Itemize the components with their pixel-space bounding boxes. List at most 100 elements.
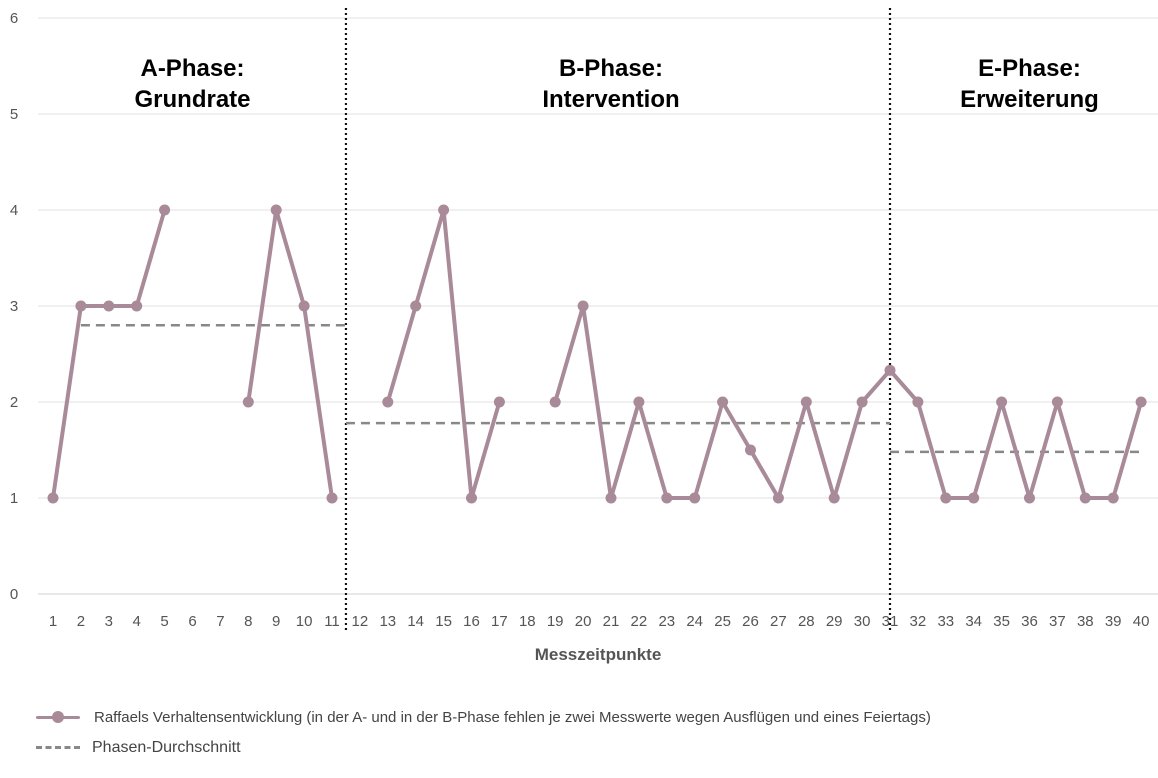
data-point-32: [912, 396, 924, 408]
data-point-17: [493, 396, 505, 408]
data-point-20: [577, 300, 589, 312]
x-tick-label-40: 40: [1133, 613, 1150, 630]
series-line-segment-2: [246, 208, 334, 500]
data-point-16: [466, 492, 477, 504]
data-point-33: [940, 492, 952, 504]
x-tick-label-21: 21: [603, 613, 620, 630]
x-tick-label-23: 23: [658, 613, 675, 630]
x-tick-label-25: 25: [714, 613, 731, 630]
x-tick-label-31: 31: [882, 613, 899, 630]
data-point-4: [131, 300, 143, 312]
x-tick-label-2: 2: [77, 613, 85, 630]
legend-average-swatch: [36, 737, 84, 757]
data-point-31: [884, 364, 896, 376]
x-tick-label-18: 18: [519, 613, 536, 630]
x-tick-label-29: 29: [826, 613, 843, 630]
data-point-23: [661, 492, 673, 504]
x-tick-label-16: 16: [463, 613, 480, 630]
phase-subtitle-3: Erweiterung: [960, 86, 1099, 113]
x-axis-label: Messzeitpunkte: [535, 645, 662, 664]
x-tick-label-32: 32: [910, 613, 927, 630]
x-tick-label-15: 15: [435, 613, 452, 630]
legend: Raffaels Verhaltensentwicklung (in der A…: [36, 707, 1134, 758]
data-point-39: [1107, 492, 1119, 504]
data-point-3: [103, 300, 115, 312]
x-tick-label-39: 39: [1105, 613, 1122, 630]
phase-subtitle-1: Grundrate: [134, 86, 250, 113]
x-tick-label-14: 14: [407, 613, 424, 630]
x-tick-label-28: 28: [798, 613, 815, 630]
x-tick-label-22: 22: [631, 613, 648, 630]
x-tick-label-36: 36: [1021, 613, 1038, 630]
phase-subtitle-2: Intervention: [542, 86, 679, 113]
phase-title-2: B-Phase:: [559, 55, 663, 82]
y-tick-label-1: 1: [10, 490, 18, 507]
x-tick-label-6: 6: [188, 613, 196, 630]
data-point-2: [75, 300, 87, 312]
data-point-10: [298, 300, 310, 312]
legend-series-swatch: [36, 707, 84, 727]
x-tick-label-4: 4: [133, 613, 141, 630]
legend-item-series: Raffaels Verhaltensentwicklung (in der A…: [36, 707, 1134, 728]
data-point-38: [1079, 492, 1091, 504]
x-tick-label-37: 37: [1049, 613, 1066, 630]
x-tick-label-12: 12: [352, 613, 369, 630]
data-point-36: [1024, 492, 1035, 504]
x-tick-label-34: 34: [965, 613, 982, 630]
x-tick-label-9: 9: [272, 613, 280, 630]
data-point-25: [717, 396, 729, 408]
phase-title-3: E-Phase:: [978, 55, 1081, 82]
x-tick-label-13: 13: [379, 613, 396, 630]
x-tick-label-27: 27: [770, 613, 787, 630]
data-point-1: [47, 492, 59, 504]
data-point-27: [772, 492, 784, 504]
legend-item-average: Phasen-Durchschnitt: [36, 737, 1134, 758]
y-tick-label-2: 2: [10, 394, 18, 411]
x-tick-label-26: 26: [742, 613, 759, 630]
x-tick-label-20: 20: [575, 613, 592, 630]
data-point-40: [1135, 396, 1147, 408]
x-tick-label-24: 24: [686, 613, 703, 630]
data-point-21: [605, 492, 617, 504]
data-point-26: [745, 444, 756, 456]
y-tick-label-6: 6: [10, 10, 18, 27]
data-point-28: [800, 396, 812, 408]
data-point-8: [242, 396, 254, 408]
data-point-14: [410, 300, 422, 312]
data-point-24: [689, 492, 701, 504]
data-point-5: [159, 204, 171, 216]
phase-title-1: A-Phase:: [140, 55, 244, 82]
x-tick-label-11: 11: [324, 613, 340, 630]
data-point-34: [968, 492, 980, 504]
data-point-35: [996, 396, 1008, 408]
data-point-22: [633, 396, 645, 408]
y-tick-label-4: 4: [10, 202, 18, 219]
x-tick-label-17: 17: [491, 613, 508, 630]
x-tick-label-30: 30: [854, 613, 871, 630]
data-point-29: [828, 492, 840, 504]
legend-series-label: Raffaels Verhaltensentwicklung (in der A…: [94, 709, 931, 726]
x-tick-label-8: 8: [244, 613, 252, 630]
x-tick-label-10: 10: [296, 613, 313, 630]
x-tick-label-35: 35: [993, 613, 1010, 630]
x-tick-label-38: 38: [1077, 613, 1094, 630]
x-tick-label-3: 3: [105, 613, 113, 630]
data-point-11: [326, 492, 338, 504]
x-tick-label-7: 7: [216, 613, 224, 630]
data-point-30: [856, 396, 868, 408]
series-line-segment-3: [385, 208, 502, 500]
x-tick-label-33: 33: [937, 613, 954, 630]
data-point-13: [382, 396, 394, 408]
data-point-37: [1051, 396, 1063, 408]
series-line-segment-4: [553, 304, 1144, 500]
data-point-19: [549, 396, 561, 408]
x-tick-label-1: 1: [49, 613, 57, 630]
y-tick-label-3: 3: [10, 298, 18, 315]
x-tick-label-19: 19: [547, 613, 564, 630]
data-point-15: [438, 204, 450, 216]
y-tick-label-5: 5: [10, 106, 18, 123]
legend-average-label: Phasen-Durchschnitt: [92, 739, 241, 756]
data-point-9: [270, 204, 282, 216]
series-line-segment-1: [51, 208, 167, 500]
